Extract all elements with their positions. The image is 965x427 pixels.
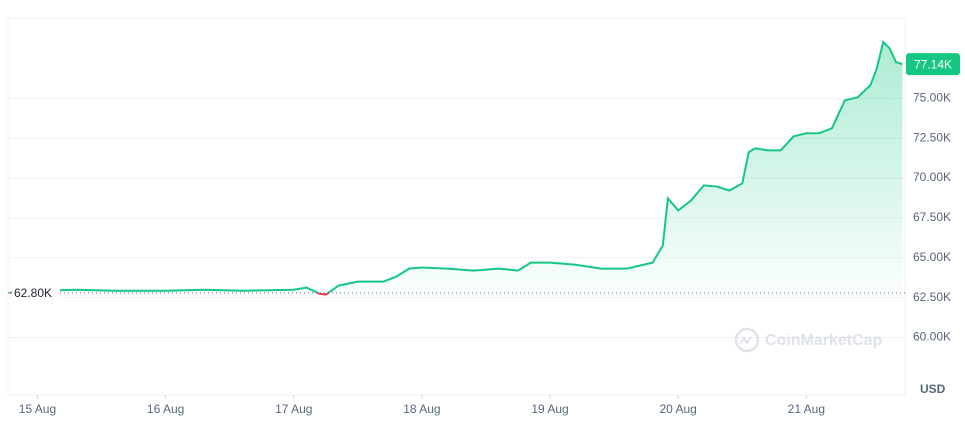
- x-tick-label: 19 Aug: [531, 402, 568, 416]
- plot-frame: [7, 17, 906, 396]
- y-tick-label: 75.00K: [913, 90, 951, 104]
- x-tick-label: 20 Aug: [659, 402, 696, 416]
- watermark-text: CoinMarketCap: [765, 332, 883, 349]
- last-price-box: [906, 53, 960, 76]
- watermark: CoinMarketCap: [734, 327, 883, 353]
- area: [9, 42, 903, 295]
- y-tick-label: 65.00K: [913, 250, 951, 264]
- currency-label: USD: [920, 382, 946, 396]
- open-price-bg: [12, 284, 60, 301]
- y-tick-label: 72.50K: [913, 130, 951, 144]
- y-tick-label: 62.50K: [913, 290, 951, 304]
- y-tick-label: 60.00K: [913, 330, 951, 344]
- last-price-label: 77.14K: [914, 57, 952, 71]
- open-price-label: 62.80K: [14, 286, 52, 300]
- price-line: [9, 40, 903, 293]
- y-tick-label: 70.00K: [913, 170, 951, 184]
- x-tick-label: 15 Aug: [19, 402, 56, 416]
- x-tick-label: 16 Aug: [147, 402, 184, 416]
- x-tick-label: 18 Aug: [403, 402, 440, 416]
- x-tick-label: 21 Aug: [788, 402, 825, 416]
- y-tick-label: 67.50K: [913, 210, 951, 224]
- x-tick-label: 17 Aug: [275, 402, 312, 416]
